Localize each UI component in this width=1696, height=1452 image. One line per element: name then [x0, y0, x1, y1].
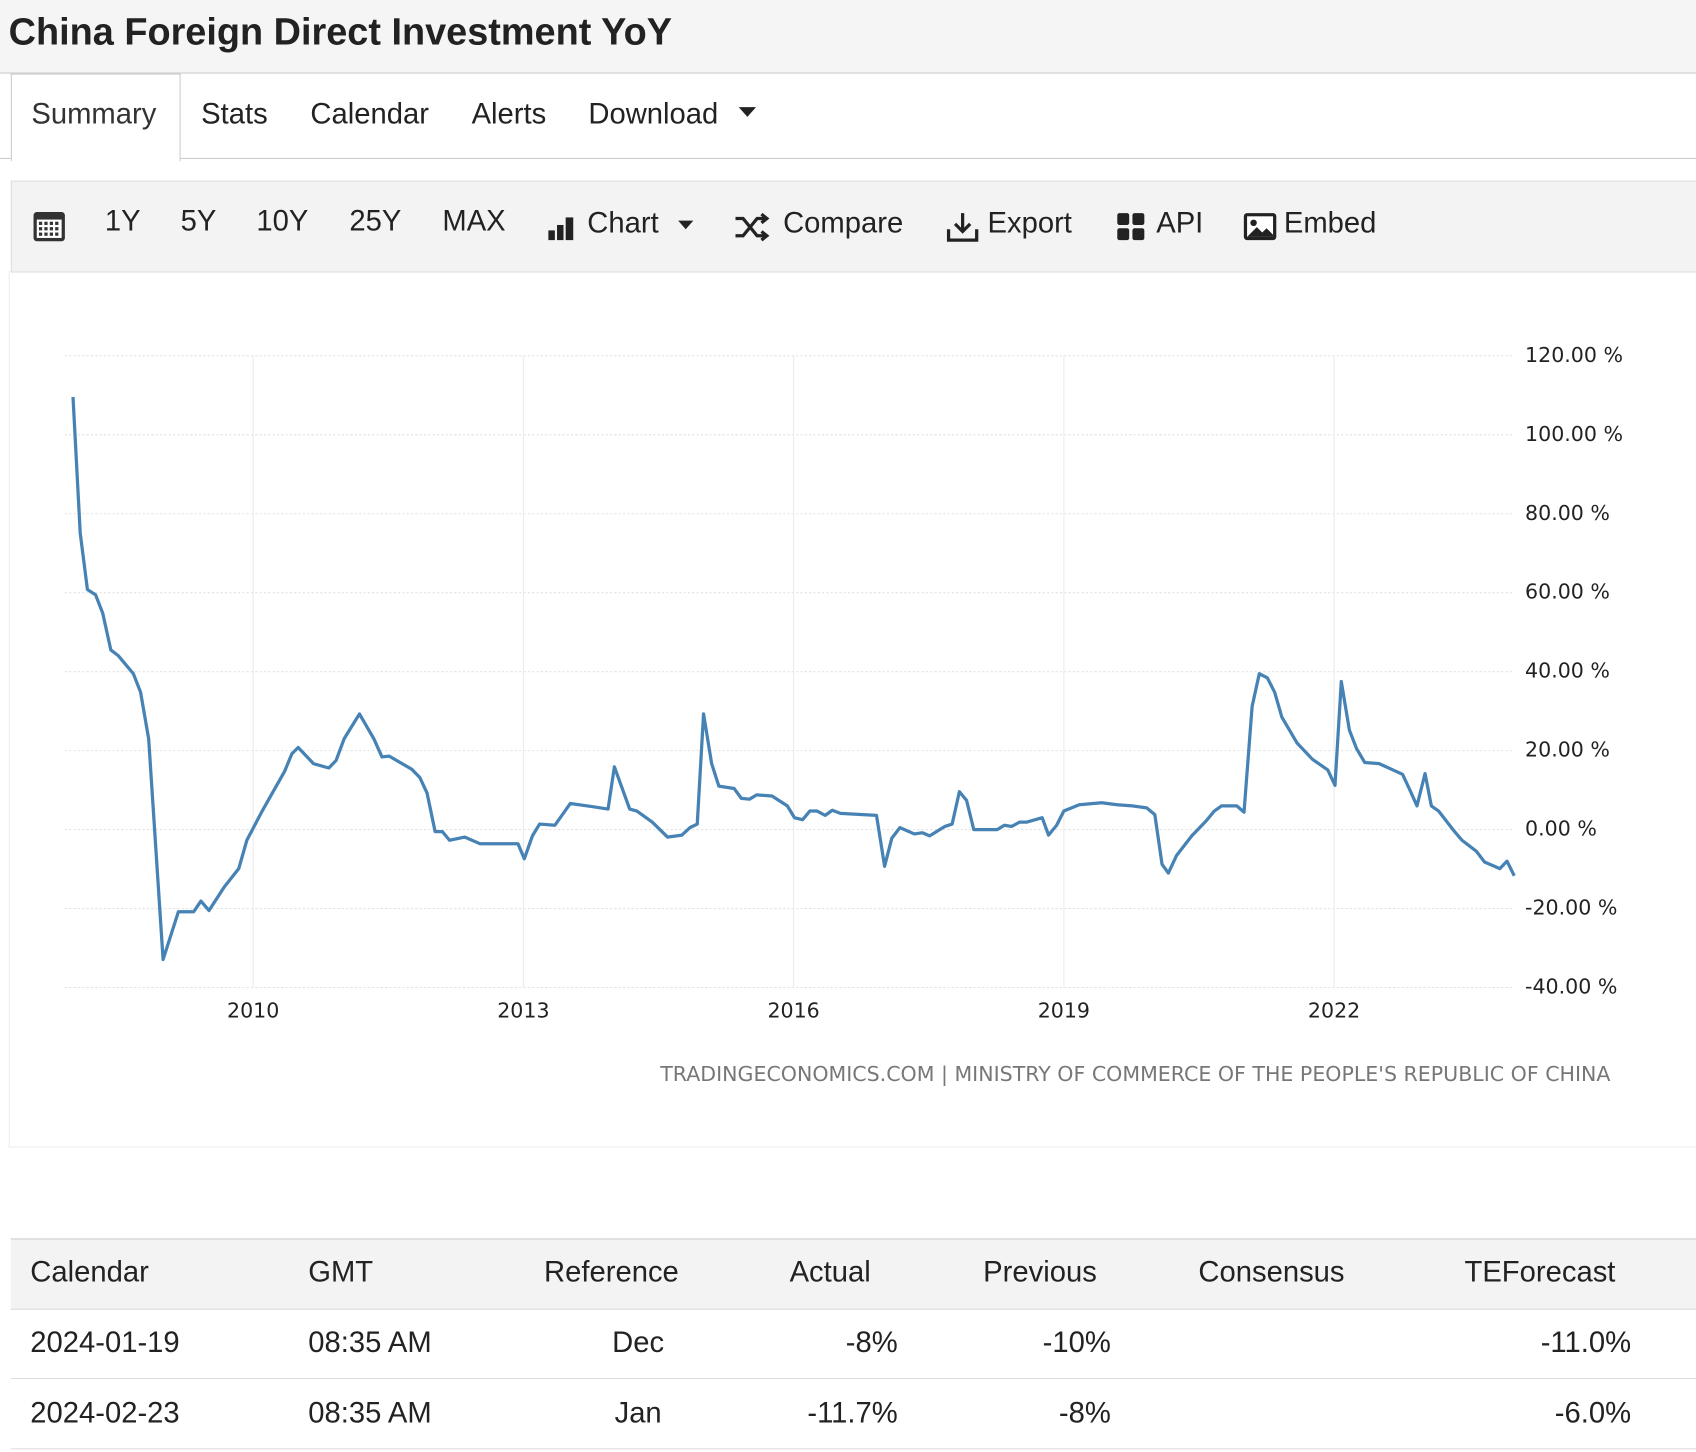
column-header: TEForecast	[1464, 1255, 1616, 1289]
table-cell: 08:35 AM	[308, 1326, 432, 1359]
range-button[interactable]: 5Y	[180, 204, 217, 237]
embed-button[interactable]: Embed	[1283, 206, 1377, 240]
tab[interactable]: Calendar	[310, 97, 429, 130]
table-cell: 2024-02-23	[30, 1396, 180, 1429]
x-tick-label: 2013	[497, 998, 549, 1022]
column-header: Calendar	[30, 1255, 149, 1289]
column-header: Previous	[983, 1255, 1097, 1289]
y-tick-label: 40.00 %	[1525, 659, 1610, 683]
active-tab	[10, 73, 181, 162]
x-tick-label: 2010	[227, 998, 279, 1022]
header-bar	[0, 0, 1696, 74]
dropdown-caret	[678, 220, 694, 230]
data-line	[71, 396, 1516, 962]
x-tick-label: 2022	[1308, 998, 1360, 1022]
chart: TRADINGECONOMICS.COM | MINISTRY OF COMME…	[64, 343, 1623, 1087]
table-cell: -11.0%	[1540, 1326, 1632, 1359]
x-tick-label: 2019	[1038, 998, 1090, 1022]
row-divider	[10, 1377, 1696, 1380]
y-tick-label: 20.00 %	[1525, 738, 1610, 762]
compare-button[interactable]: Compare	[783, 206, 904, 240]
range-button[interactable]: 25Y	[349, 204, 402, 237]
column-header: GMT	[308, 1255, 374, 1289]
tab-bar	[0, 74, 1696, 159]
y-tick-label: 60.00 %	[1525, 580, 1610, 604]
tab[interactable]: Alerts	[471, 97, 547, 130]
range-button[interactable]: 10Y	[256, 204, 309, 237]
table-cell: 08:35 AM	[308, 1396, 432, 1429]
table-cell: Dec	[612, 1326, 665, 1359]
tab[interactable]: Stats	[201, 97, 268, 130]
y-tick-label: 120.00 %	[1525, 343, 1623, 367]
compare-icon	[735, 212, 770, 242]
tab[interactable]: Summary	[31, 97, 157, 130]
chart-icon	[548, 217, 574, 241]
x-tick-label: 2016	[767, 998, 819, 1022]
table-cell: 2024-01-19	[30, 1326, 180, 1359]
column-header: Consensus	[1198, 1255, 1345, 1289]
dropdown-caret	[738, 107, 757, 117]
chart-button[interactable]: Chart	[587, 206, 659, 240]
table-header	[10, 1238, 1696, 1310]
export-button[interactable]: Export	[987, 206, 1072, 240]
y-tick-label: 100.00 %	[1525, 422, 1623, 446]
table-cell: -8%	[845, 1326, 898, 1359]
range-button[interactable]: 1Y	[104, 204, 141, 237]
page-title: China Foreign Direct Investment YoY	[8, 10, 672, 53]
tab[interactable]: Download	[588, 97, 719, 130]
table-cell: -8%	[1058, 1396, 1111, 1429]
chart-panel	[8, 270, 1696, 1148]
y-tick-label: 0.00 %	[1525, 817, 1597, 841]
table-cell: -6.0%	[1554, 1396, 1632, 1429]
chart-source: TRADINGECONOMICS.COM | MINISTRY OF COMME…	[659, 1062, 1610, 1087]
row-divider	[10, 1448, 1696, 1450]
table-cell: Jan	[614, 1396, 662, 1429]
api-icon	[1117, 213, 1145, 241]
api-button[interactable]: API	[1156, 206, 1204, 240]
export-icon	[946, 213, 979, 242]
y-tick-label: -40.00 %	[1525, 975, 1617, 999]
table-cell: -10%	[1042, 1326, 1111, 1359]
column-header: Actual	[789, 1255, 871, 1289]
range-button[interactable]: MAX	[442, 204, 506, 237]
toolbar	[10, 180, 1696, 273]
embed-icon	[1243, 213, 1277, 241]
column-header: Reference	[544, 1255, 679, 1289]
y-tick-label: -20.00 %	[1525, 896, 1617, 920]
table-cell: -11.7%	[807, 1396, 898, 1429]
calendar-icon[interactable]	[32, 209, 67, 244]
y-tick-label: 80.00 %	[1525, 501, 1610, 525]
